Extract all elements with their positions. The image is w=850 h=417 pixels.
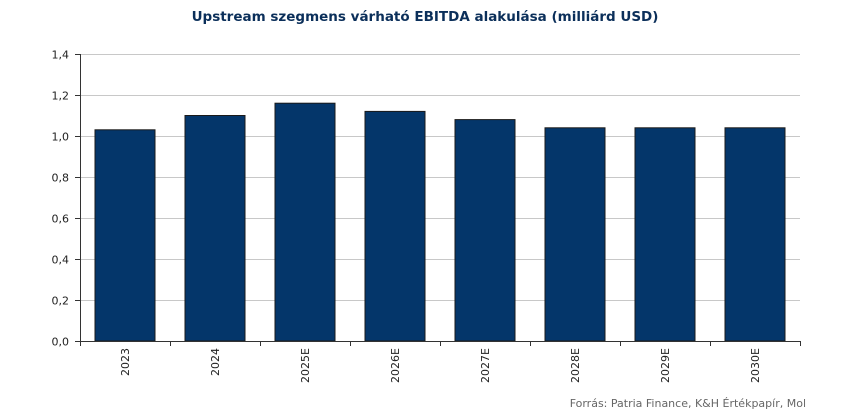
- y-tick-label: 1,0: [52, 131, 70, 144]
- x-tick-label: 2025E: [299, 348, 312, 383]
- y-tick-label: 1,2: [52, 90, 70, 103]
- x-tick-label: 2029E: [659, 348, 672, 383]
- y-tick-label: 0,6: [52, 213, 70, 226]
- y-tick-label: 0,8: [52, 172, 70, 185]
- x-tick-label: 2030E: [749, 348, 762, 383]
- bar-2025E: [274, 102, 336, 342]
- bar-2027E: [454, 119, 516, 342]
- chart-source: Forrás: Patria Finance, K&H Értékpapír, …: [569, 397, 806, 410]
- x-tick-label: 2027E: [479, 348, 492, 383]
- y-tick-labels: 0,0 0,2 0,4 0,6 0,8 1,0 1,2 1,4: [52, 49, 70, 349]
- axes: [75, 54, 801, 346]
- bar-2028E: [544, 127, 606, 342]
- bar-2030E: [724, 127, 786, 342]
- chart-title: Upstream szegmens várható EBITDA alakulá…: [191, 9, 659, 25]
- bar-2024: [184, 115, 246, 342]
- y-tick-label: 0,2: [52, 295, 70, 308]
- bar-2023: [94, 129, 156, 342]
- x-tick-label: 2026E: [389, 348, 402, 383]
- x-tick-label: 2028E: [569, 348, 582, 383]
- bars: [94, 102, 786, 342]
- bar-2029E: [634, 127, 696, 342]
- bar-2026E: [364, 110, 426, 342]
- y-tick-label: 0,4: [52, 254, 70, 267]
- y-tick-label: 1,4: [52, 49, 70, 62]
- y-tick-label: 0,0: [52, 336, 70, 349]
- x-tick-label: 2023: [119, 348, 132, 376]
- x-tick-labels: 2023 2024 2025E 2026E 2027E 2028E 2029E 2030E: [119, 348, 762, 383]
- x-tick-label: 2024: [209, 348, 222, 376]
